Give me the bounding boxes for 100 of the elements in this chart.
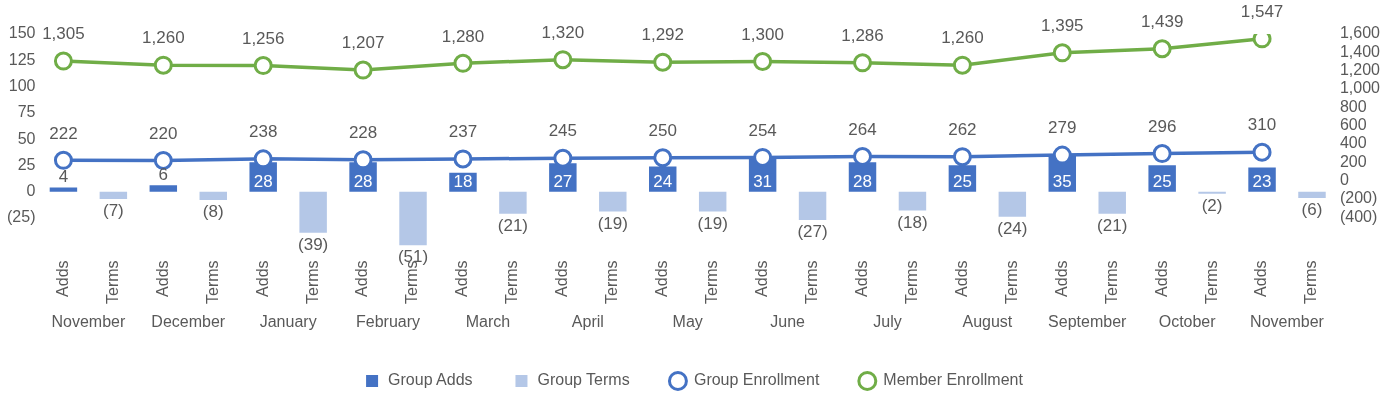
data-label: 23: [1252, 171, 1272, 191]
data-label: (6): [1301, 200, 1323, 220]
data-label: (7): [102, 201, 124, 221]
text: July: [873, 313, 902, 331]
point: [53, 51, 73, 71]
data-label: (2): [1201, 195, 1223, 215]
bar: [149, 185, 178, 192]
text: May: [672, 313, 703, 331]
bar: [1198, 191, 1226, 194]
y-tick-label: 50: [17, 129, 36, 147]
data-label: 1,260: [941, 28, 984, 48]
data-label: 222: [49, 123, 78, 143]
x-tick-label: Terms: [603, 260, 621, 305]
data-label: 25: [1152, 171, 1172, 191]
y2-tick-label: 200: [1339, 152, 1367, 170]
text: September: [1048, 313, 1128, 331]
y-tick-label: (25): [7, 208, 36, 226]
data-label: 1,305: [42, 24, 85, 44]
data-label: 228: [348, 122, 378, 142]
data-label: (21): [497, 215, 529, 235]
y2-tick-label: (200): [1339, 189, 1378, 207]
point: [753, 52, 773, 71]
data-label: 6: [158, 164, 169, 184]
x-tick-label: Terms: [902, 260, 920, 305]
data-label: (21): [1097, 215, 1128, 235]
data-label: (24): [997, 219, 1028, 239]
y-tick-label: 0: [26, 182, 36, 200]
point: [253, 56, 273, 76]
point: [1152, 144, 1172, 164]
text: August: [962, 313, 1013, 331]
x-tick-label: Adds: [1052, 260, 1070, 297]
data-label: 1,547: [1240, 2, 1284, 22]
point: [453, 149, 473, 169]
y-tick-label: 25: [17, 155, 36, 173]
x-tick-label: Adds: [553, 260, 571, 297]
data-label: 35: [1052, 171, 1072, 191]
data-label: 254: [748, 120, 777, 140]
data-label: 28: [353, 171, 373, 191]
point: [53, 150, 73, 170]
data-label: 1,292: [641, 25, 685, 45]
x-tick-label: Adds: [453, 260, 471, 297]
text: June: [770, 313, 806, 331]
y2-tick-label: 800: [1339, 97, 1367, 115]
x-tick-label: Adds: [952, 260, 970, 297]
x-tick-label: Terms: [703, 260, 721, 305]
bar: [1298, 191, 1326, 198]
x-tick-label: Adds: [753, 260, 771, 297]
bar: [798, 191, 827, 221]
legend-label: Group Enrollment: [693, 371, 820, 389]
data-label: (8): [202, 202, 224, 222]
x-tick-label: Adds: [1152, 260, 1170, 297]
data-label: 1,320: [541, 22, 585, 42]
bar: [998, 191, 1027, 217]
x-tick-label: Adds: [353, 260, 371, 297]
x-tick-label: Terms: [1002, 260, 1020, 305]
bar: [599, 191, 627, 212]
x-tick-label: Terms: [1202, 260, 1220, 305]
y2-tick-label: 1,600: [1339, 24, 1381, 42]
data-label: 18: [453, 171, 473, 191]
y2-tick-label: 1,400: [1339, 42, 1381, 60]
text: October: [1158, 313, 1217, 331]
point: [353, 150, 373, 170]
data-label: 1,260: [142, 28, 185, 48]
point: [1052, 43, 1072, 63]
data-label: 279: [1048, 118, 1077, 138]
bar: [898, 191, 927, 211]
x-tick-label: Adds: [53, 260, 71, 297]
x-tick-label: Adds: [253, 260, 271, 297]
point: [653, 52, 673, 72]
data-label: 262: [948, 119, 977, 139]
x-tick-label: Adds: [653, 260, 671, 297]
point: [553, 148, 573, 168]
data-label: 1,300: [741, 24, 784, 44]
text: December: [151, 313, 226, 331]
data-label: 250: [648, 120, 677, 140]
point: [453, 53, 473, 73]
y2-tick-label: 0: [1339, 171, 1349, 189]
bar: [49, 187, 78, 192]
point: [553, 50, 573, 70]
point: [853, 53, 873, 73]
point: [753, 147, 773, 167]
text: February: [356, 313, 421, 331]
x-tick-label: Terms: [1102, 260, 1120, 305]
x-tick-label: Terms: [802, 260, 820, 305]
y-tick-label: 150: [8, 24, 36, 42]
x-tick-label: Terms: [303, 260, 321, 305]
data-label: 28: [853, 171, 872, 191]
legend-label: Member Enrollment: [883, 371, 1024, 389]
data-label: (39): [298, 234, 329, 254]
x-tick-label: Terms: [503, 260, 521, 305]
data-label: 1,395: [1041, 15, 1084, 35]
x-tick-label: Terms: [203, 260, 221, 305]
bar: [1098, 191, 1126, 214]
bar: [199, 191, 227, 201]
data-label: 310: [1247, 115, 1277, 135]
data-label: 1,207: [341, 33, 385, 53]
data-label: 31: [753, 171, 773, 191]
x-tick-label: Adds: [1252, 260, 1270, 297]
data-label: 237: [448, 122, 478, 142]
x-tick-label: Terms: [103, 260, 121, 305]
